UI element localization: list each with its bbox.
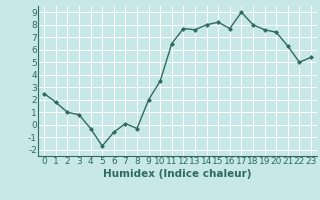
X-axis label: Humidex (Indice chaleur): Humidex (Indice chaleur) xyxy=(103,169,252,179)
